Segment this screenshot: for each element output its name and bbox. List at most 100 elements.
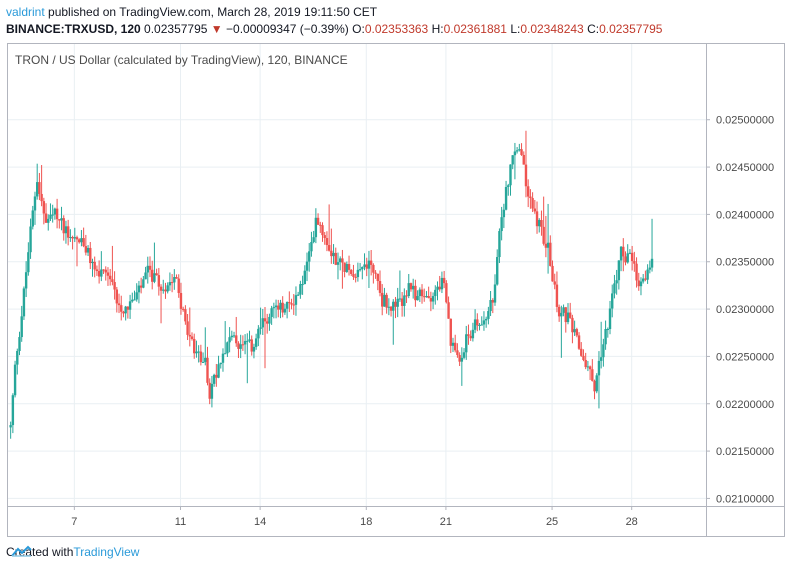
candle-body <box>316 217 320 225</box>
candle-body <box>232 335 236 337</box>
candle-body <box>22 288 26 317</box>
candle-body <box>520 149 523 155</box>
candle-body <box>383 294 386 307</box>
candle-body <box>188 334 191 337</box>
candle-body <box>372 264 375 273</box>
candle-body <box>635 263 638 281</box>
candle-body <box>473 319 477 330</box>
symbol-label: BINANCE:TRXUSD, 120 <box>6 22 141 36</box>
candle-body <box>18 337 21 351</box>
candle-body <box>440 277 444 290</box>
candle-body <box>294 295 298 305</box>
candle-body <box>91 261 94 264</box>
candle-body <box>246 340 249 342</box>
candle-body <box>250 339 253 352</box>
candle-body <box>367 260 371 269</box>
candle-body <box>507 185 510 188</box>
candle-body <box>283 308 287 313</box>
x-tick-label: 11 <box>175 516 186 528</box>
candle-body <box>257 328 260 339</box>
candle-body <box>82 238 85 247</box>
candle-body <box>135 292 138 300</box>
candle-body <box>268 316 271 324</box>
candle-body <box>496 257 499 285</box>
candlestick-chart[interactable]: 0.02500000 0.02450000 0.02400000 0.02350000… <box>7 43 785 537</box>
candle-body <box>64 226 68 234</box>
candle-body <box>177 278 180 293</box>
candle-body <box>139 285 143 288</box>
candle-body <box>449 318 452 346</box>
candle-body <box>580 348 583 356</box>
candle-body <box>626 253 629 263</box>
candle-body <box>38 182 41 194</box>
candle-body <box>122 311 125 314</box>
candle-body <box>409 283 413 290</box>
tradingview-brand[interactable]: TradingView <box>73 545 140 559</box>
candle-body <box>175 277 178 279</box>
x-tick-label: 25 <box>546 516 558 528</box>
candle-body <box>179 292 183 309</box>
candle-body <box>462 352 466 358</box>
y-tick-label: 0.02400000 <box>716 209 774 221</box>
candle-body <box>120 305 123 312</box>
candle-body <box>308 251 311 262</box>
candle-body <box>650 258 654 268</box>
candle-body <box>400 298 404 306</box>
candle-body <box>279 302 282 310</box>
candle-body <box>341 258 344 263</box>
candle-body <box>31 210 34 227</box>
close-label: C: <box>587 22 600 36</box>
x-tick-label: 14 <box>254 516 266 528</box>
candle-body <box>117 303 121 306</box>
candle-body <box>97 270 101 277</box>
candle-body <box>535 211 539 227</box>
candle-body <box>124 306 127 314</box>
candle-body <box>577 335 581 349</box>
candle-body <box>407 283 410 296</box>
candle-body <box>241 344 245 346</box>
candle-body <box>358 269 362 271</box>
candle-body <box>272 307 276 309</box>
candle-body <box>16 350 19 365</box>
candle-body <box>489 300 492 312</box>
candle-body <box>270 308 273 317</box>
candle-body <box>159 286 163 291</box>
candle-body <box>524 164 528 187</box>
candle-body <box>414 285 417 301</box>
candle-body <box>555 284 559 307</box>
candle-body <box>215 374 218 378</box>
candle-body <box>108 275 112 280</box>
candle-body <box>515 150 519 152</box>
candle-body <box>80 238 83 243</box>
candle-body <box>157 275 161 287</box>
candle-body <box>148 265 152 270</box>
candle-body <box>551 265 554 282</box>
open-value: 0.02353363 <box>364 22 429 36</box>
candle-body <box>361 266 364 270</box>
publish-header: valdrint published on TradingView.com, M… <box>6 5 377 19</box>
x-tick-label: 28 <box>626 516 638 528</box>
candle-body <box>55 208 59 220</box>
candle-body <box>305 261 309 271</box>
candle-body <box>71 237 74 239</box>
candle-body <box>296 294 300 296</box>
author-link[interactable]: valdrint <box>6 5 45 19</box>
candle-body <box>423 296 426 298</box>
candle-body <box>254 338 258 347</box>
chart-area[interactable]: 0.02500000 0.02450000 0.02400000 0.02350000… <box>7 43 785 537</box>
candle-body <box>131 299 134 302</box>
candle-body <box>9 425 12 428</box>
candle-body <box>566 312 570 323</box>
candle-body <box>314 217 318 238</box>
candle-body <box>595 375 598 392</box>
candle-body <box>354 276 357 278</box>
candle-body <box>201 361 205 363</box>
candle-body <box>327 245 331 251</box>
candle-body <box>334 252 337 265</box>
candle-body <box>553 281 556 285</box>
candle-body <box>582 355 585 360</box>
candle-body <box>248 339 251 341</box>
candle-body <box>151 269 154 282</box>
candle-body <box>403 295 406 306</box>
candle-body <box>363 264 366 267</box>
